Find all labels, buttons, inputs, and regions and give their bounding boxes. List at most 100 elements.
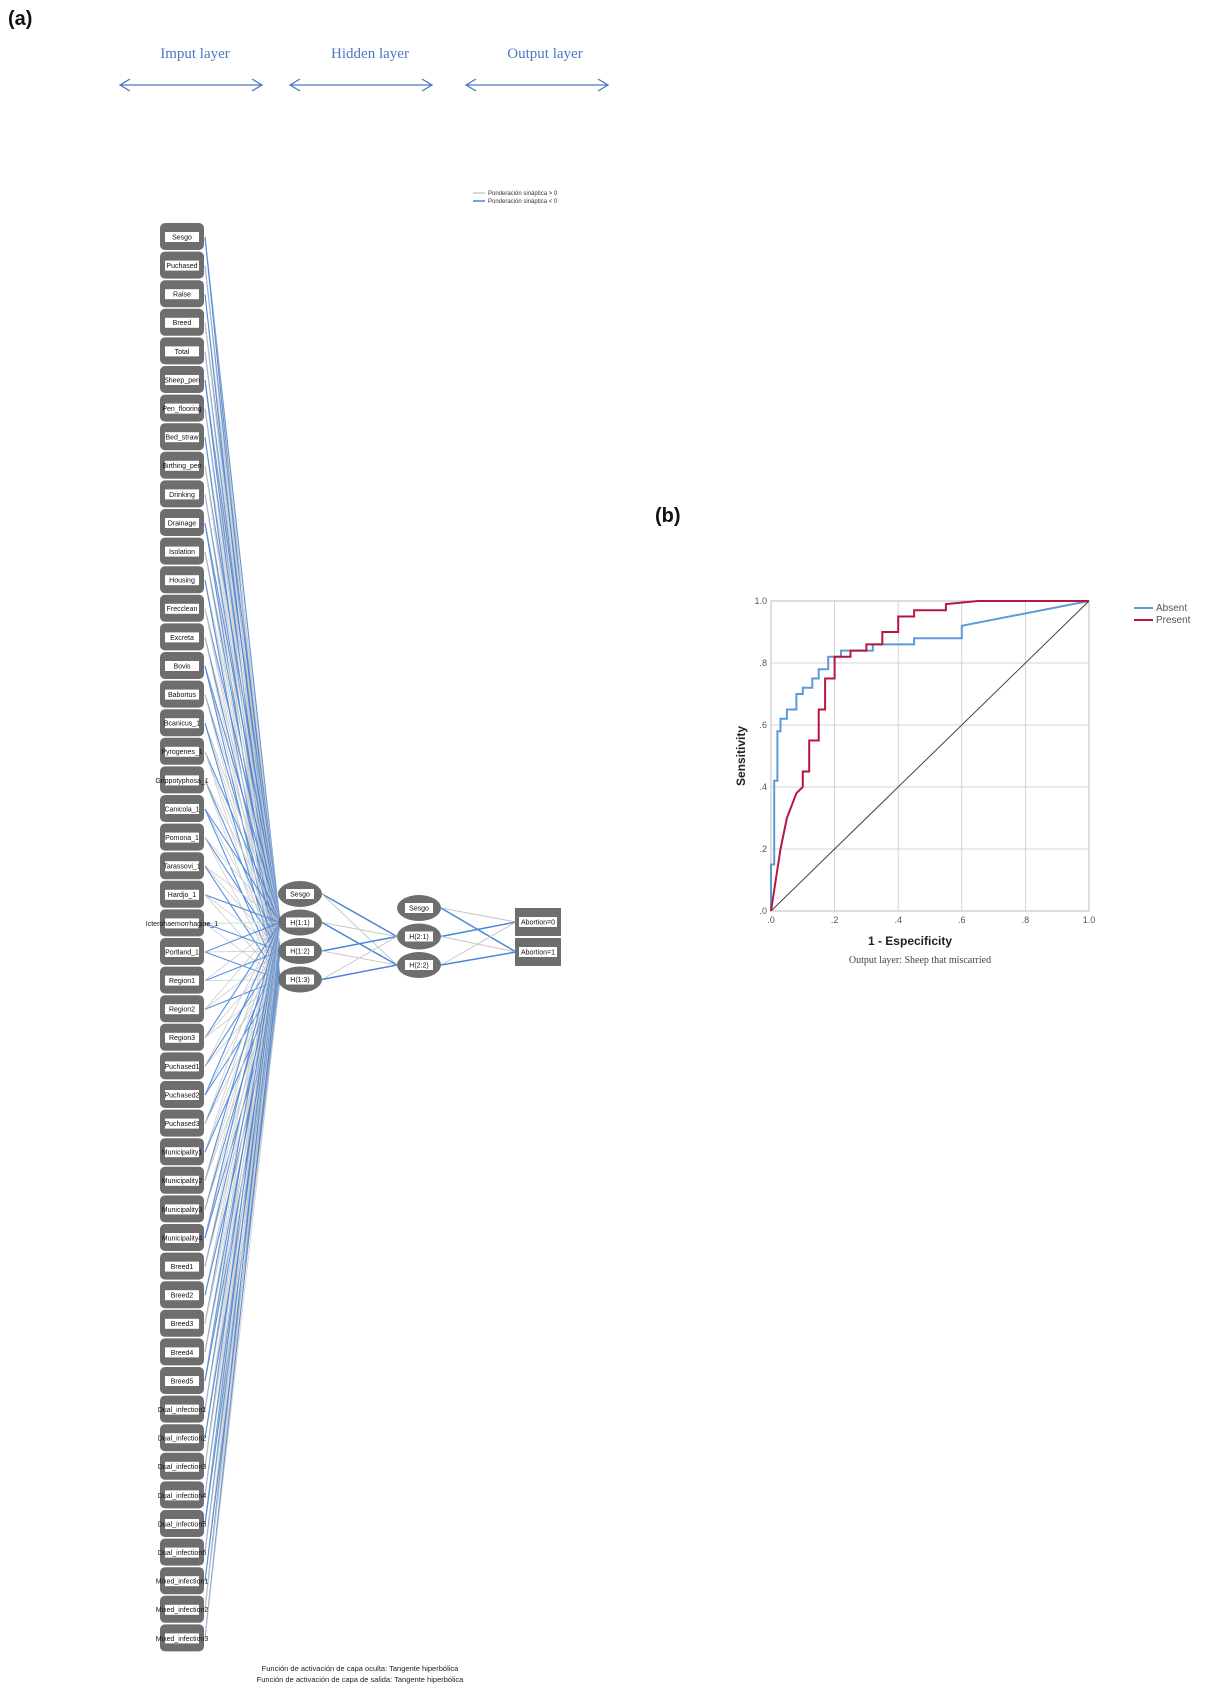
input-node: Dual_infection6: [158, 1538, 206, 1566]
input-node-label: Dual_infection2: [158, 1436, 206, 1443]
weight-line: [204, 922, 281, 1382]
input-node-label-bg: [165, 460, 199, 471]
input-node: Breed1: [160, 1252, 204, 1280]
weight-line: [204, 379, 281, 923]
hidden2-node-label-bg: [405, 903, 433, 913]
input-node-label-bg: [165, 1147, 199, 1158]
input-node-label: Canicola_1: [164, 806, 199, 813]
roc-caption: Output layer: Sheep that miscarried: [849, 955, 991, 966]
weight-line: [204, 922, 281, 1467]
input-node-label: Breed4: [171, 1350, 194, 1357]
input-node-label-bg: [165, 1118, 199, 1129]
hidden2-node-label: H(2:1): [409, 934, 428, 941]
roc-reference-line: [770, 600, 1090, 912]
input-node-label-bg: [165, 317, 199, 328]
weight-line: [321, 893, 398, 938]
weight-line: [440, 951, 517, 966]
roc-plot-frame: [770, 600, 1090, 912]
weight-line: [321, 964, 398, 981]
weight-line: [204, 922, 281, 1124]
input-node: Raise: [160, 280, 204, 308]
roc-x-tick-label: .2: [831, 915, 839, 925]
weight-line: [204, 922, 281, 981]
input-node: Canicola_1: [160, 795, 204, 822]
double-arrow-icon-1: [288, 78, 434, 92]
input-node: Region3: [160, 1023, 204, 1051]
output-node: Abortion=0: [515, 908, 561, 936]
input-node-label: Puchased: [166, 263, 197, 270]
roc-x-tick-label: .0: [767, 915, 775, 925]
hidden2-node-label-bg: [405, 960, 433, 970]
panel-label-a: (a): [8, 8, 33, 30]
input-node-label: Dual_infection4: [158, 1493, 206, 1500]
input-node: Puchased1: [160, 1052, 204, 1080]
hidden1-node-label: Sesgo: [290, 891, 310, 898]
input-node-label: Sheep_pen: [164, 377, 200, 384]
input-node: Bed_straw: [160, 423, 204, 451]
input-node-label-bg: [165, 1404, 199, 1415]
input-node-label-bg: [165, 746, 199, 757]
input-node: Puchased2: [160, 1081, 204, 1108]
input-node: Drainage: [160, 509, 204, 536]
weight-line: [204, 950, 281, 1639]
roc-x-tick-label: .4: [894, 915, 902, 925]
weight-line: [204, 236, 281, 923]
input-node-label: Hardjo_1: [168, 892, 197, 899]
neural-network-diagram: Imput layer Hidden layer Output layer Ponde…: [118, 46, 610, 1684]
input-node-label: Breed1: [171, 1264, 194, 1271]
weight-line: [204, 865, 281, 923]
double-arrow-icon-2: [464, 78, 610, 92]
input-node-label: Drinking: [169, 492, 195, 499]
weight-line: [204, 437, 281, 923]
weight-line: [440, 907, 517, 923]
weight-line: [204, 408, 281, 923]
weight-line: [204, 494, 281, 923]
input-node-label-bg: [165, 1318, 199, 1329]
connection-lines: [204, 236, 517, 1639]
output-node-label-bg: [519, 947, 557, 957]
input-node: Drinking: [160, 480, 204, 508]
input-node-label: Isolation: [169, 549, 195, 556]
weight-line: [204, 922, 281, 1153]
weight-line: [204, 922, 281, 1610]
roc-y-tick-label: .4: [759, 782, 767, 792]
hidden1-node-label: H(1:1): [290, 920, 309, 927]
activation-function-note: Función de activación de capa oculta: Ta…: [262, 1664, 459, 1673]
weight-line: [204, 694, 281, 923]
input-node-label-bg: [165, 718, 199, 729]
weight-line: [204, 922, 281, 1096]
weight-line: [440, 936, 517, 953]
weight-line: [204, 922, 281, 1296]
input-node-label-bg: [165, 804, 199, 814]
input-node-label: Birthing_pen: [162, 463, 201, 470]
weight-line: [204, 665, 281, 923]
input-node: Municipality1: [160, 1138, 204, 1166]
input-node: Breed3: [160, 1309, 204, 1337]
hidden1-node-label: H(1:3): [290, 977, 309, 984]
input-node: Bcanicus_1: [160, 709, 204, 737]
input-node: Bovis: [160, 652, 204, 679]
input-node-label-bg: [165, 518, 199, 528]
input-node-label: Frecclean: [167, 606, 198, 613]
input-node-label-bg: [165, 1490, 199, 1501]
roc-x-tick-label: 1.0: [1083, 915, 1096, 925]
input-node-label: Dual_infection3: [158, 1464, 206, 1471]
input-node-label-bg: [165, 1547, 199, 1558]
input-node-label-bg: [165, 1090, 199, 1100]
roc-x-tick-label: .8: [1022, 915, 1030, 925]
input-node: Babortus: [160, 680, 204, 708]
input-node-label: Dual_infection1: [158, 1407, 206, 1414]
weight-line: [204, 922, 281, 1181]
input-node: Hardjo_1: [160, 880, 204, 908]
input-node-label-bg: [165, 232, 199, 242]
weight-line: [204, 723, 281, 923]
roc-y-tick-label: 1.0: [754, 596, 767, 606]
weight-line: [321, 922, 398, 937]
weight-line: [204, 751, 281, 923]
input-node: Dual_infection4: [158, 1481, 206, 1509]
input-node-label-bg: [165, 632, 199, 643]
weight-line: [204, 922, 281, 1267]
input-node-label-bg: [165, 546, 199, 557]
legend-negative-label: Ponderación sináptica < 0: [488, 199, 558, 205]
input-node: Dual_infection5: [158, 1510, 206, 1537]
